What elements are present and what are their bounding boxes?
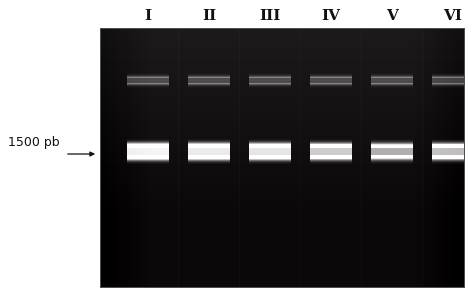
Text: 1500 pb: 1500 pb xyxy=(8,136,60,149)
Text: V: V xyxy=(386,9,398,23)
Text: VI: VI xyxy=(444,9,463,23)
Text: III: III xyxy=(259,9,281,23)
Text: IV: IV xyxy=(321,9,340,23)
Text: II: II xyxy=(202,9,216,23)
Text: I: I xyxy=(145,9,152,23)
